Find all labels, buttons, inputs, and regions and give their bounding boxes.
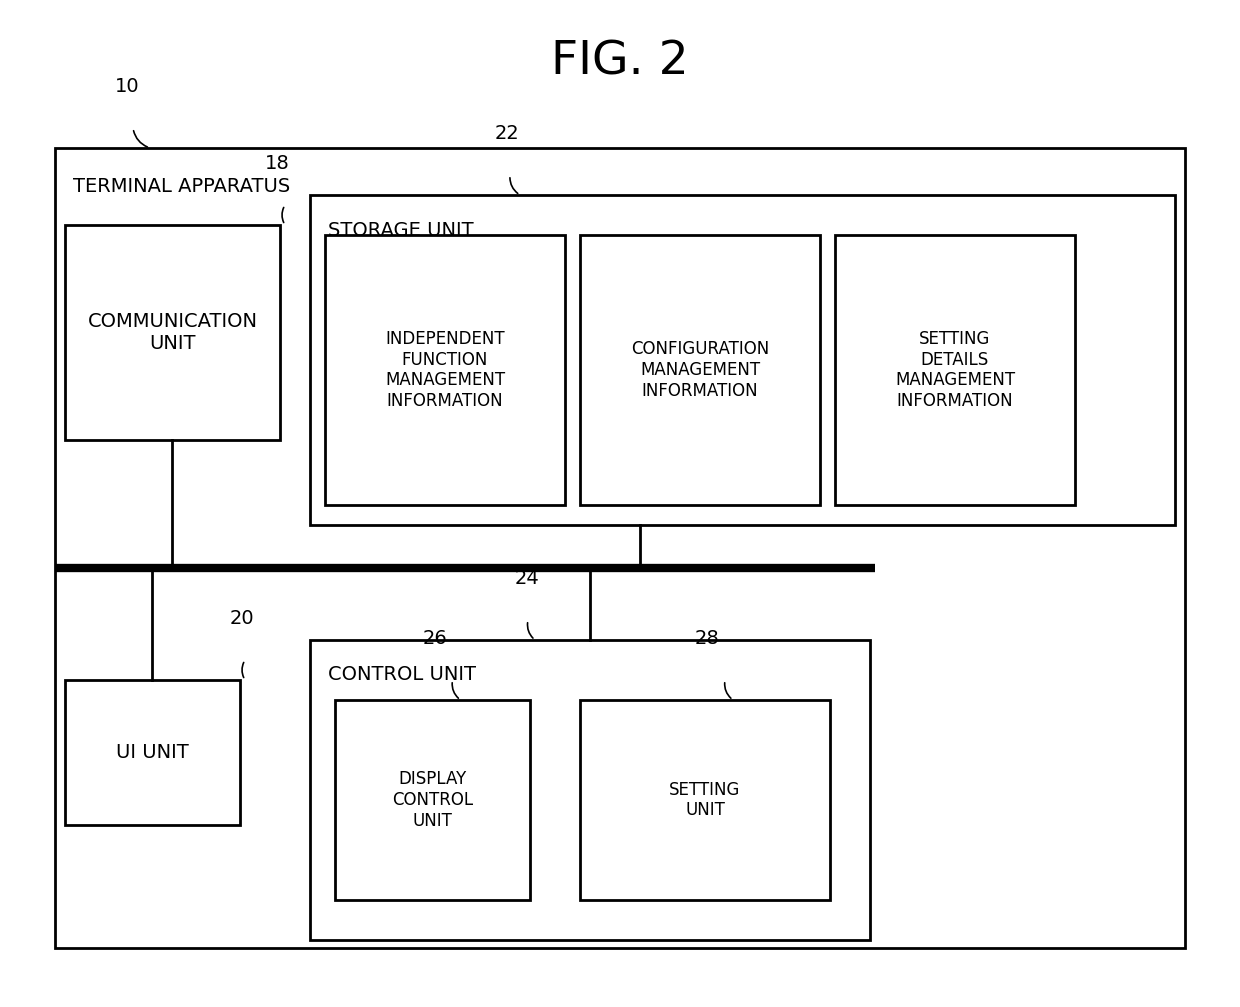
- Text: FIG. 2: FIG. 2: [551, 39, 689, 85]
- Text: 24: 24: [515, 569, 539, 588]
- Text: 26: 26: [423, 629, 448, 648]
- Text: INDEPENDENT
FUNCTION
MANAGEMENT
INFORMATION: INDEPENDENT FUNCTION MANAGEMENT INFORMAT…: [384, 330, 505, 410]
- Text: TERMINAL APPARATUS: TERMINAL APPARATUS: [73, 176, 290, 195]
- Bar: [580, 235, 820, 505]
- Text: 20: 20: [229, 609, 254, 628]
- Bar: [335, 700, 529, 900]
- Text: UI UNIT: UI UNIT: [117, 743, 188, 762]
- Text: 22: 22: [495, 124, 520, 143]
- Text: 18: 18: [265, 154, 290, 173]
- Bar: [55, 148, 1185, 948]
- Text: DISPLAY
CONTROL
UNIT: DISPLAY CONTROL UNIT: [392, 770, 474, 830]
- Text: CONFIGURATION
MANAGEMENT
INFORMATION: CONFIGURATION MANAGEMENT INFORMATION: [631, 340, 769, 400]
- Bar: [310, 640, 870, 940]
- Bar: [835, 235, 1075, 505]
- Text: COMMUNICATION
UNIT: COMMUNICATION UNIT: [88, 312, 258, 353]
- Text: STORAGE UNIT: STORAGE UNIT: [329, 221, 474, 240]
- Bar: [310, 195, 1176, 525]
- Text: 28: 28: [694, 629, 719, 648]
- Text: CONTROL UNIT: CONTROL UNIT: [329, 666, 476, 685]
- Text: SETTING
DETAILS
MANAGEMENT
INFORMATION: SETTING DETAILS MANAGEMENT INFORMATION: [895, 330, 1016, 410]
- Bar: [325, 235, 565, 505]
- Bar: [64, 225, 280, 440]
- Bar: [64, 680, 241, 825]
- Bar: [580, 700, 830, 900]
- Text: SETTING
UNIT: SETTING UNIT: [670, 780, 740, 820]
- Text: 10: 10: [115, 77, 140, 96]
